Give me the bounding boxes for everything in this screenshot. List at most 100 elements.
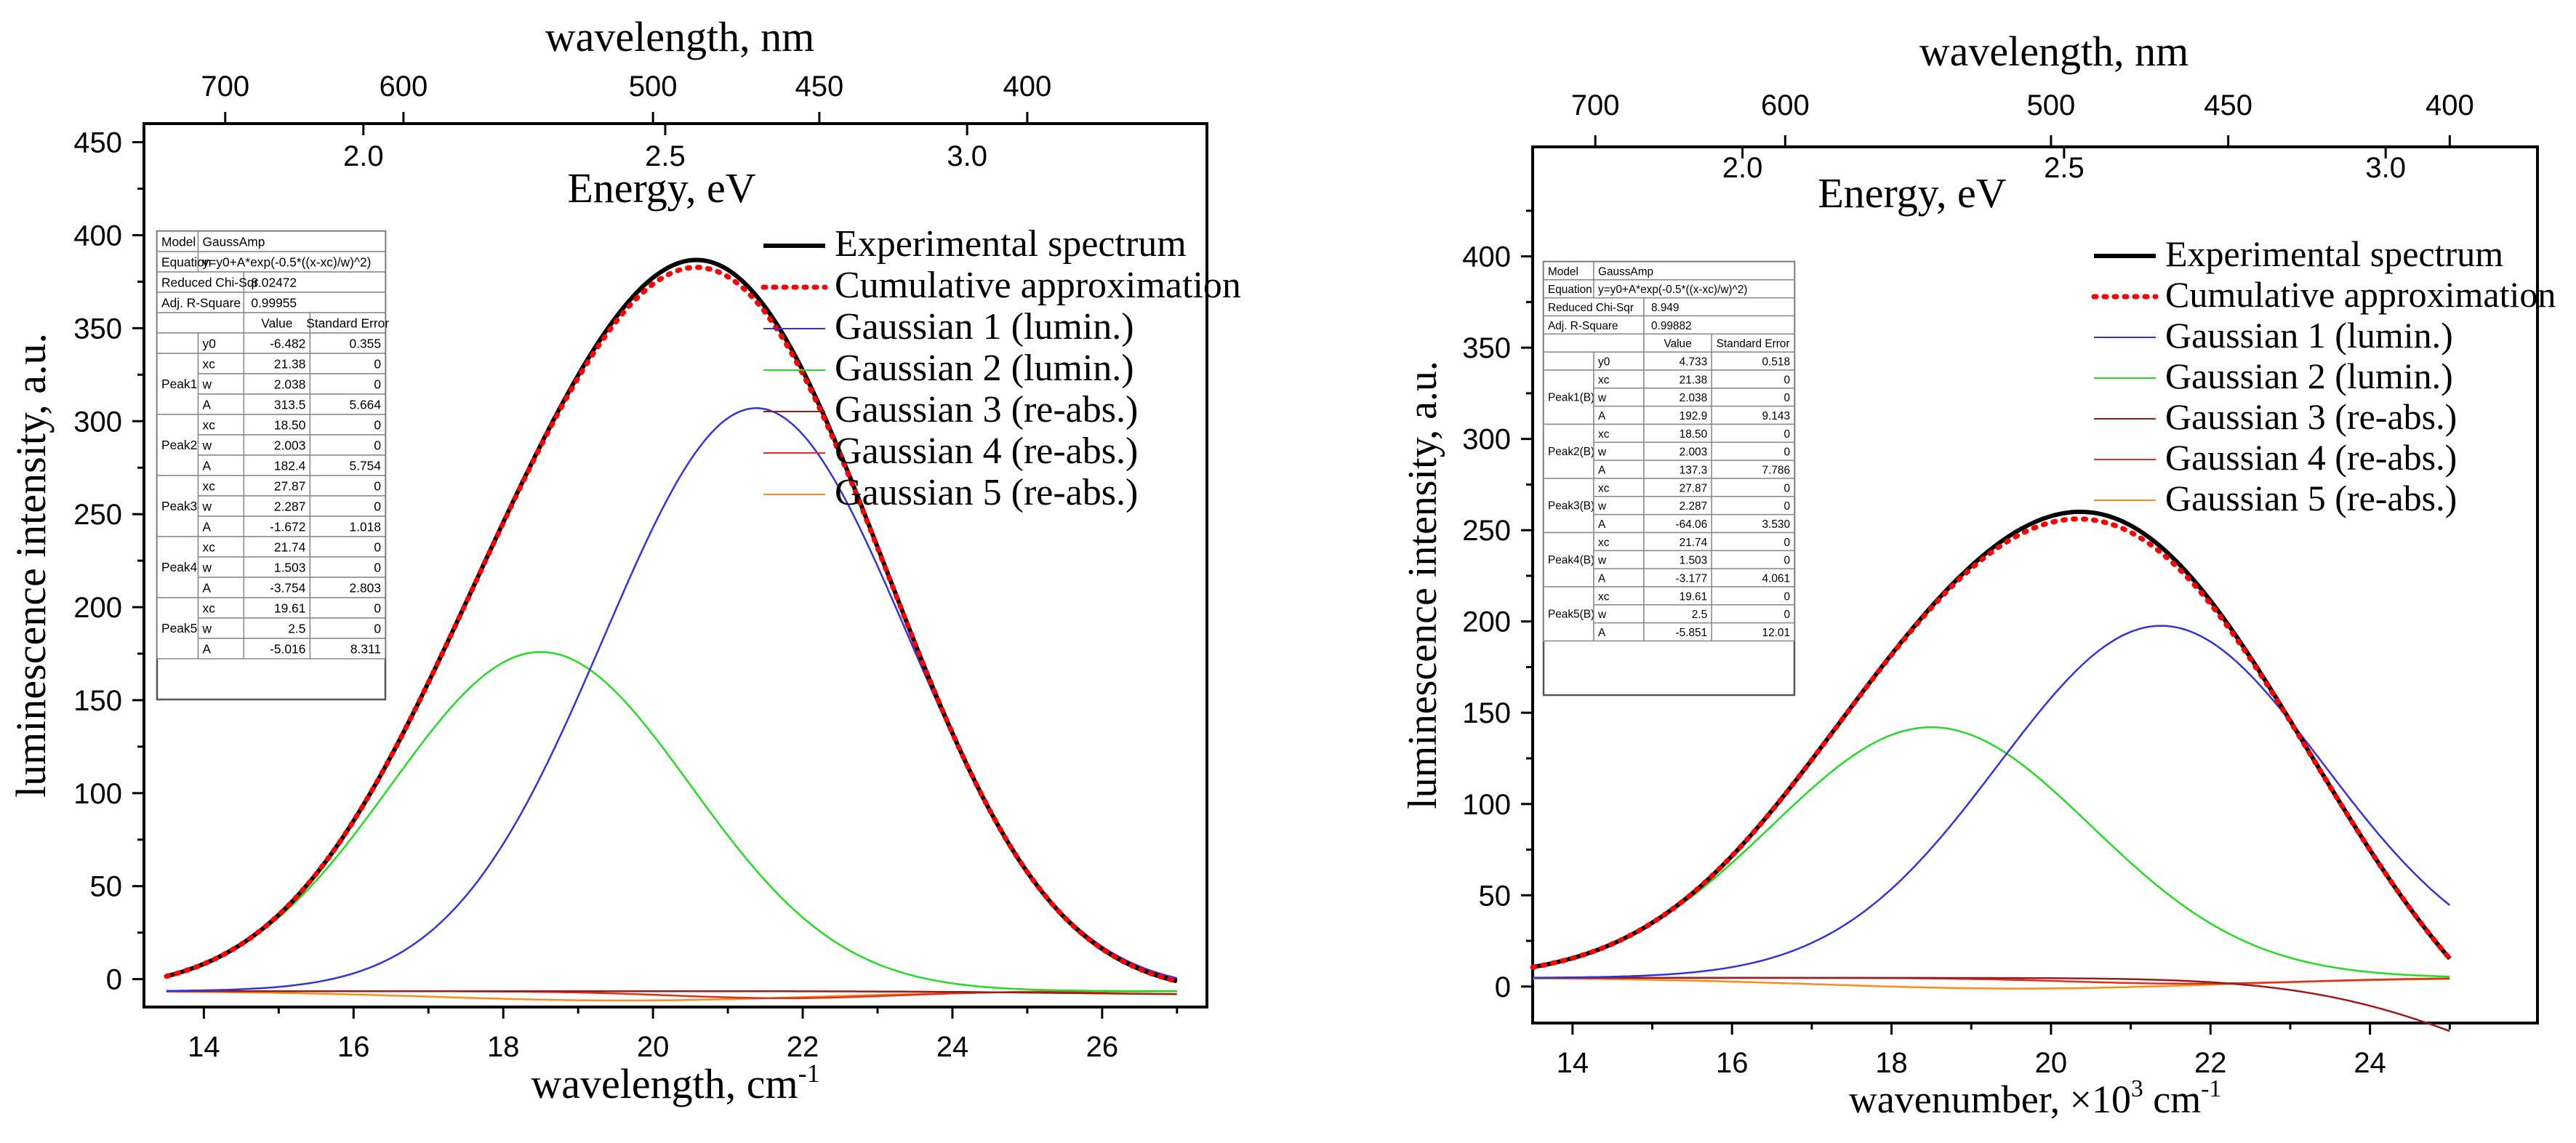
table-cell	[1643, 333, 1712, 353]
x-tick-label: 16	[1716, 1047, 1749, 1079]
table-text: 2.287	[274, 500, 305, 514]
table-cell	[1643, 423, 1712, 444]
table-text: 5.754	[350, 459, 382, 473]
table-text: 9.143	[1762, 410, 1790, 422]
table-text: 0	[1783, 609, 1790, 621]
table-text: xc	[1598, 537, 1610, 549]
table-text: 0	[1783, 374, 1790, 386]
table-cell	[197, 577, 245, 598]
table-cell	[1711, 460, 1795, 479]
table-cell	[243, 597, 311, 619]
table-text: 137.3	[1680, 465, 1707, 477]
y-axis-title: luminescence intensity, a.u.	[7, 333, 55, 798]
table-text: xc	[203, 357, 216, 372]
table-text: xc	[1598, 482, 1610, 494]
table-cell	[1543, 586, 1594, 642]
table-text: -5.016	[270, 642, 305, 657]
x-axis-title: wavenumber, ×103 cm-1	[1849, 1075, 2221, 1121]
table-text: 1.503	[1680, 555, 1707, 567]
fit-table: Model GaussAmp Equationy=y0+A*exp(-0.5*((x…	[156, 230, 389, 701]
table-text: 0.99955	[251, 296, 297, 310]
table-text: Value	[1664, 338, 1691, 350]
table-text: 12.01	[1762, 627, 1790, 639]
table-cell	[309, 617, 386, 639]
x-axis-title-main: wavelength, cm	[531, 1060, 798, 1107]
table-text: w	[1597, 392, 1607, 404]
table-text: Peak5(B)	[1548, 609, 1594, 621]
table-text: 19.61	[1680, 590, 1707, 603]
plot-frame	[143, 122, 1208, 1008]
table-text: 4.061	[1762, 573, 1790, 585]
y-tick-label: 450	[73, 127, 122, 159]
y-tick-label: 250	[73, 499, 122, 531]
table-text: w	[1597, 555, 1607, 567]
table-cell	[197, 230, 386, 252]
x-axis-title-sup: -1	[798, 1059, 820, 1088]
table-text: 18.50	[274, 418, 305, 433]
table-text: 3.530	[1762, 518, 1790, 531]
table-text: A	[1598, 465, 1606, 477]
table-cell	[243, 332, 311, 354]
table-cell	[156, 312, 245, 334]
table-text: GaussAmp	[1598, 265, 1653, 278]
table-cell	[243, 373, 311, 395]
table-text: w	[202, 377, 212, 392]
y-tick-label: 150	[1462, 697, 1511, 729]
gaussian-2-curve	[1532, 726, 2450, 978]
table-text: w	[1597, 609, 1607, 621]
table-text: y=y0+A*exp(-0.5*((x-xc)/w)^2)	[203, 255, 372, 270]
table-text: 4.733	[1680, 356, 1707, 369]
table-cell	[309, 556, 386, 578]
table-text: Standard Error	[306, 316, 389, 331]
table-cell	[309, 373, 386, 395]
table-text: Peak2(B)	[1548, 446, 1594, 458]
table-cell	[243, 556, 311, 578]
table-cell	[156, 271, 245, 293]
table-cell	[1711, 388, 1795, 407]
table-text: w	[1597, 500, 1607, 513]
table-text: 0.518	[1762, 356, 1790, 369]
table-text: Equation	[161, 255, 212, 270]
table-text: 313.5	[274, 398, 305, 412]
top-axis-title: wavelength, nm	[1919, 28, 2188, 75]
table-cell	[1543, 423, 1594, 479]
table-text: 0	[374, 438, 381, 453]
x-tick-label: 22	[2194, 1047, 2227, 1079]
legend-label: Experimental spectrum	[2165, 233, 2503, 274]
table-cell	[309, 536, 386, 558]
table-cell	[1711, 496, 1795, 516]
table-text: 2.003	[1680, 446, 1707, 459]
table-text: Peak4(B)	[1548, 554, 1594, 566]
energy-axis-title: Energy, eV	[567, 164, 755, 212]
table-cell	[309, 495, 386, 517]
table-text: Adj. R-Square	[1548, 320, 1618, 332]
table-text: 21.38	[274, 357, 305, 372]
table-text: w	[202, 438, 212, 453]
table-cell	[243, 271, 386, 293]
table-cell	[197, 353, 245, 374]
table-cell	[1711, 441, 1795, 461]
legend-label: Gaussian 5 (re-abs.)	[2165, 478, 2457, 518]
table-cell	[1593, 568, 1645, 587]
table-cell	[309, 414, 386, 436]
table-cell	[309, 516, 386, 537]
table-text: w	[1597, 446, 1607, 459]
legend-label: Gaussian 5 (re-abs.)	[835, 472, 1138, 513]
y-tick-label: 0	[106, 964, 122, 996]
table-text: xc	[1598, 428, 1610, 441]
table-cell	[1643, 405, 1712, 425]
nm-tick-label: 500	[2027, 89, 2076, 121]
table-cell	[1711, 604, 1795, 624]
legend-label: Cumulative approximation	[2165, 274, 2556, 315]
table-text: 0	[374, 561, 381, 575]
table-cell	[197, 373, 245, 395]
table-text: 0	[1783, 590, 1790, 603]
table-text: 0	[374, 377, 381, 392]
table-text: 2.5	[288, 622, 305, 636]
table-text: A	[203, 398, 212, 412]
table-text: 0	[1783, 428, 1790, 441]
table-cell	[309, 312, 386, 334]
table-cell	[243, 312, 311, 334]
